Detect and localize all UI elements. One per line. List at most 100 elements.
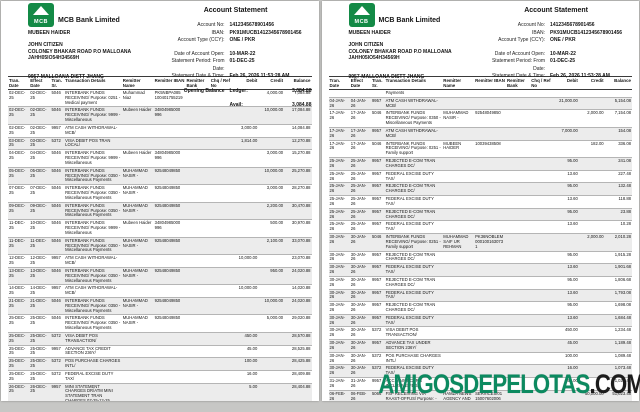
ledger-label: Ledger: xyxy=(229,87,248,94)
table-row: 30-JAN-26 30-JAN-26 9957 ADVANCE TAX UNDER … xyxy=(328,339,632,353)
column-header: Remitter Bank xyxy=(506,76,531,90)
table-cell: VISA DEBIT POS TRANSACTION/ xyxy=(384,326,443,341)
table-cell xyxy=(474,182,506,197)
table-row: 25-DEC-25 25-DEC-25 5372 VISA DEBIT POS TRA… xyxy=(8,332,312,346)
iban-label: IBAN: xyxy=(211,29,225,36)
table-cell: 9957 xyxy=(50,254,65,268)
customer-line1: JOHN CITIZEN xyxy=(28,41,63,48)
table-cell: REJECTED E-COM TRAN CHARGES DC/ xyxy=(384,251,443,265)
table-cell xyxy=(232,297,259,316)
table-cell xyxy=(442,195,475,209)
header-right: Account Statement Account No: 14123456789… xyxy=(160,3,311,108)
table-cell xyxy=(153,383,186,401)
table-cell: 30-JAN-26 xyxy=(328,263,350,277)
table-cell: 25-JAN-26 xyxy=(349,208,371,222)
table-cell: 02-DEC-25 xyxy=(29,124,51,138)
table-cell xyxy=(442,276,475,290)
table-row: 25-JAN-26 25-JAN-26 9957 FEDERAL EXCISE DUT… xyxy=(328,220,632,235)
table-cell xyxy=(232,202,259,221)
table-cell xyxy=(530,390,554,401)
table-cell xyxy=(506,390,531,401)
table-cell: VISA DEBIT POS TRANSACTION/ xyxy=(64,332,122,346)
table-cell: 13-DEC-25 xyxy=(29,267,51,286)
table-cell: 5046 xyxy=(50,89,65,108)
table-cell: ATM CASH WITHDRAWAL-MCB/ xyxy=(64,254,122,268)
table-cell xyxy=(185,124,210,138)
table-cell: 5046 xyxy=(50,149,65,168)
table-cell xyxy=(506,127,531,141)
table-cell: 02-DEC-25 xyxy=(8,124,30,138)
table-cell xyxy=(121,357,154,371)
table-cell: 23.88 xyxy=(604,208,632,222)
account-type-value: ONE / PKR xyxy=(229,37,256,43)
account-type-label: Account Type (CCY): xyxy=(177,37,225,43)
table-row: 02-DEC-25 02-DEC-25 9957 ATM CASH WITHDRAWA… xyxy=(8,124,312,138)
table-cell xyxy=(578,220,605,235)
table-cell: 30-JAN-26 xyxy=(349,233,371,252)
table-cell xyxy=(578,208,605,222)
period-label: Statement Period: From Date: xyxy=(491,58,546,72)
table-cell: 30-JAN-26 xyxy=(328,301,350,315)
table-cell: 1,793.08 xyxy=(604,289,632,303)
table-cell: 30-JAN-26 xyxy=(328,339,350,353)
table-cell: 25-DEC-25 xyxy=(29,370,51,384)
table-cell: 13.60 xyxy=(553,220,579,235)
account-no-value: 1412345678901456 xyxy=(229,22,275,28)
table-cell xyxy=(506,377,531,391)
table-cell: INTERBANK FUNDS RECEIVING/ Purpose: 9999… xyxy=(64,106,122,125)
table-cell xyxy=(209,314,233,333)
account-type-label: Account Type (CCY): xyxy=(498,37,546,43)
table-cell xyxy=(474,97,506,111)
customer-address: COLONEY BHAKAR ROAD P.O MALLOANA xyxy=(348,48,452,55)
table-cell xyxy=(506,208,531,222)
table-cell xyxy=(578,314,605,328)
table-cell: 5046 xyxy=(50,106,65,125)
table-cell: 25-DEC-25 xyxy=(8,357,30,371)
table-cell xyxy=(474,220,506,235)
table-row: 02-DEC-25 02-DEC-25 5046 INTERBANK FUNDS RE… xyxy=(8,106,312,125)
table-cell xyxy=(185,254,210,268)
table-cell xyxy=(442,289,475,303)
table-cell: 5372 xyxy=(50,332,65,346)
table-cell: ADVANCE TAX CREDIT SECTION 236Y/ xyxy=(64,345,122,359)
table-cell: 25-DEC-25 xyxy=(29,357,51,371)
ledger-value: 3,084.88 xyxy=(292,87,312,94)
table-cell xyxy=(578,157,605,171)
table-cell: INTERBANK FUNDS RECEIVING/ Purpose: 0350… xyxy=(64,167,122,186)
bank-logo-block: MCB MCB Bank Limited xyxy=(28,3,160,27)
table-cell: 1,915.28 xyxy=(604,251,632,265)
table-cell: 950.00 xyxy=(258,267,285,286)
date-open-value: 10-MAR-22 xyxy=(229,50,256,57)
logo-fold-shape xyxy=(33,6,49,15)
table-cell: 95.00 xyxy=(553,182,579,197)
table-cell: Payments xyxy=(384,89,443,98)
table-cell: REJECTED E-COM TRAN CHARGES DC/ xyxy=(384,208,443,222)
table-cell: 13-DEC-25 xyxy=(8,267,30,286)
table-row: 06-FEB-26 06-FEB-26 5066 FSP RECEIVING VIA … xyxy=(328,390,632,401)
table-cell xyxy=(506,289,531,303)
table-cell: MUHAMMAD NASIR - xyxy=(121,167,154,186)
table-cell: 25-DEC-25 xyxy=(8,314,30,333)
table-cell xyxy=(553,89,579,98)
table-cell: 13.60 xyxy=(553,170,579,184)
table-cell xyxy=(209,89,233,108)
table-cell xyxy=(530,127,554,141)
table-cell: 9957 xyxy=(370,289,385,303)
table-cell: 5372 xyxy=(370,364,385,379)
table-cell: 100.00 xyxy=(232,357,259,371)
table-cell: MUHAMMAD NASIR - xyxy=(121,184,154,203)
table-cell xyxy=(530,339,554,353)
table-cell xyxy=(185,219,210,238)
table-cell: 5046 xyxy=(50,167,65,186)
table-cell xyxy=(185,149,210,168)
table-cell xyxy=(185,137,210,151)
table-cell xyxy=(578,195,605,209)
column-header: Balance xyxy=(284,76,312,90)
table-row: 30-JAN-26 30-JAN-26 5372 VISA DEBIT POS TRA… xyxy=(328,326,632,341)
table-cell: 17-JAN-26 xyxy=(349,140,371,159)
table-cell: 12-DEC-25 xyxy=(8,254,30,268)
table-cell: INTERBANK FUNDS RECEIVING/ Purpose: 0251… xyxy=(384,233,443,252)
table-cell: 95.00 xyxy=(553,157,579,171)
table-cell: 28,409.88 xyxy=(284,370,312,384)
table-cell: FEDERAL EXCISE DUTY TAX/ xyxy=(384,195,443,209)
